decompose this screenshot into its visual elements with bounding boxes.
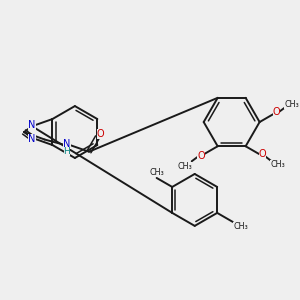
Text: CH₃: CH₃ <box>149 169 164 178</box>
Text: O: O <box>273 107 280 117</box>
Text: H: H <box>64 147 70 156</box>
Text: N: N <box>28 120 36 130</box>
Text: CH₃: CH₃ <box>270 160 285 169</box>
Text: O: O <box>197 151 205 161</box>
Text: O: O <box>97 129 104 139</box>
Text: CH₃: CH₃ <box>233 222 248 231</box>
Text: N: N <box>63 139 71 149</box>
Text: N: N <box>28 134 36 144</box>
Text: CH₃: CH₃ <box>177 162 192 171</box>
Text: O: O <box>259 149 266 159</box>
Text: CH₃: CH₃ <box>284 100 299 109</box>
